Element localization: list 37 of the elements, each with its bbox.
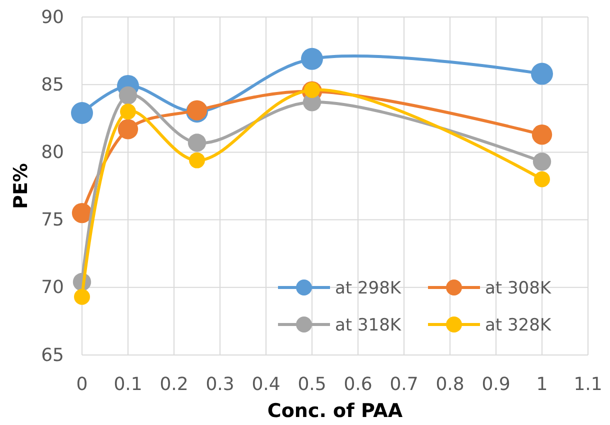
x-tick-label: 1.1 bbox=[574, 374, 602, 395]
point bbox=[534, 171, 550, 188]
point bbox=[120, 104, 136, 120]
x-tick-label: 0.9 bbox=[482, 374, 510, 395]
y-tick-label: 85 bbox=[41, 74, 64, 96]
y-tick-label: 80 bbox=[41, 142, 64, 163]
x-tick-label: 0 bbox=[76, 374, 88, 395]
y-tick-label: 75 bbox=[41, 210, 64, 231]
legend-label: at 328K bbox=[485, 315, 552, 336]
point bbox=[301, 48, 323, 70]
x-axis-title: Conc. of PAA bbox=[267, 400, 403, 422]
y-tick-label: 70 bbox=[41, 277, 64, 298]
point bbox=[532, 152, 552, 171]
point bbox=[189, 152, 205, 168]
y-tick-label: 65 bbox=[41, 344, 64, 366]
point bbox=[74, 288, 90, 305]
x-tick-label: 0.6 bbox=[344, 374, 372, 395]
point bbox=[71, 102, 93, 124]
x-tick-label: 0.3 bbox=[206, 374, 234, 395]
legend-label: at 318K bbox=[335, 315, 402, 336]
y-axis-title: PE% bbox=[10, 163, 32, 209]
point bbox=[118, 86, 138, 104]
x-tick-label: 0.8 bbox=[436, 374, 464, 395]
point bbox=[188, 134, 206, 152]
x-tick-label: 0.1 bbox=[114, 374, 142, 395]
x-tick-label: 0.7 bbox=[390, 374, 418, 395]
x-tick-label: 0.5 bbox=[298, 374, 326, 395]
x-tick-label: 0.2 bbox=[160, 374, 188, 395]
point bbox=[532, 124, 552, 145]
point bbox=[118, 119, 138, 140]
point bbox=[531, 62, 553, 85]
x-tick-label: 1 bbox=[536, 374, 548, 395]
legend-label: at 298K bbox=[335, 278, 402, 298]
point bbox=[72, 202, 92, 224]
x-tick-label: 0.4 bbox=[252, 374, 280, 395]
y-tick-label: 90 bbox=[41, 6, 64, 28]
legend-label: at 308K bbox=[485, 278, 552, 298]
